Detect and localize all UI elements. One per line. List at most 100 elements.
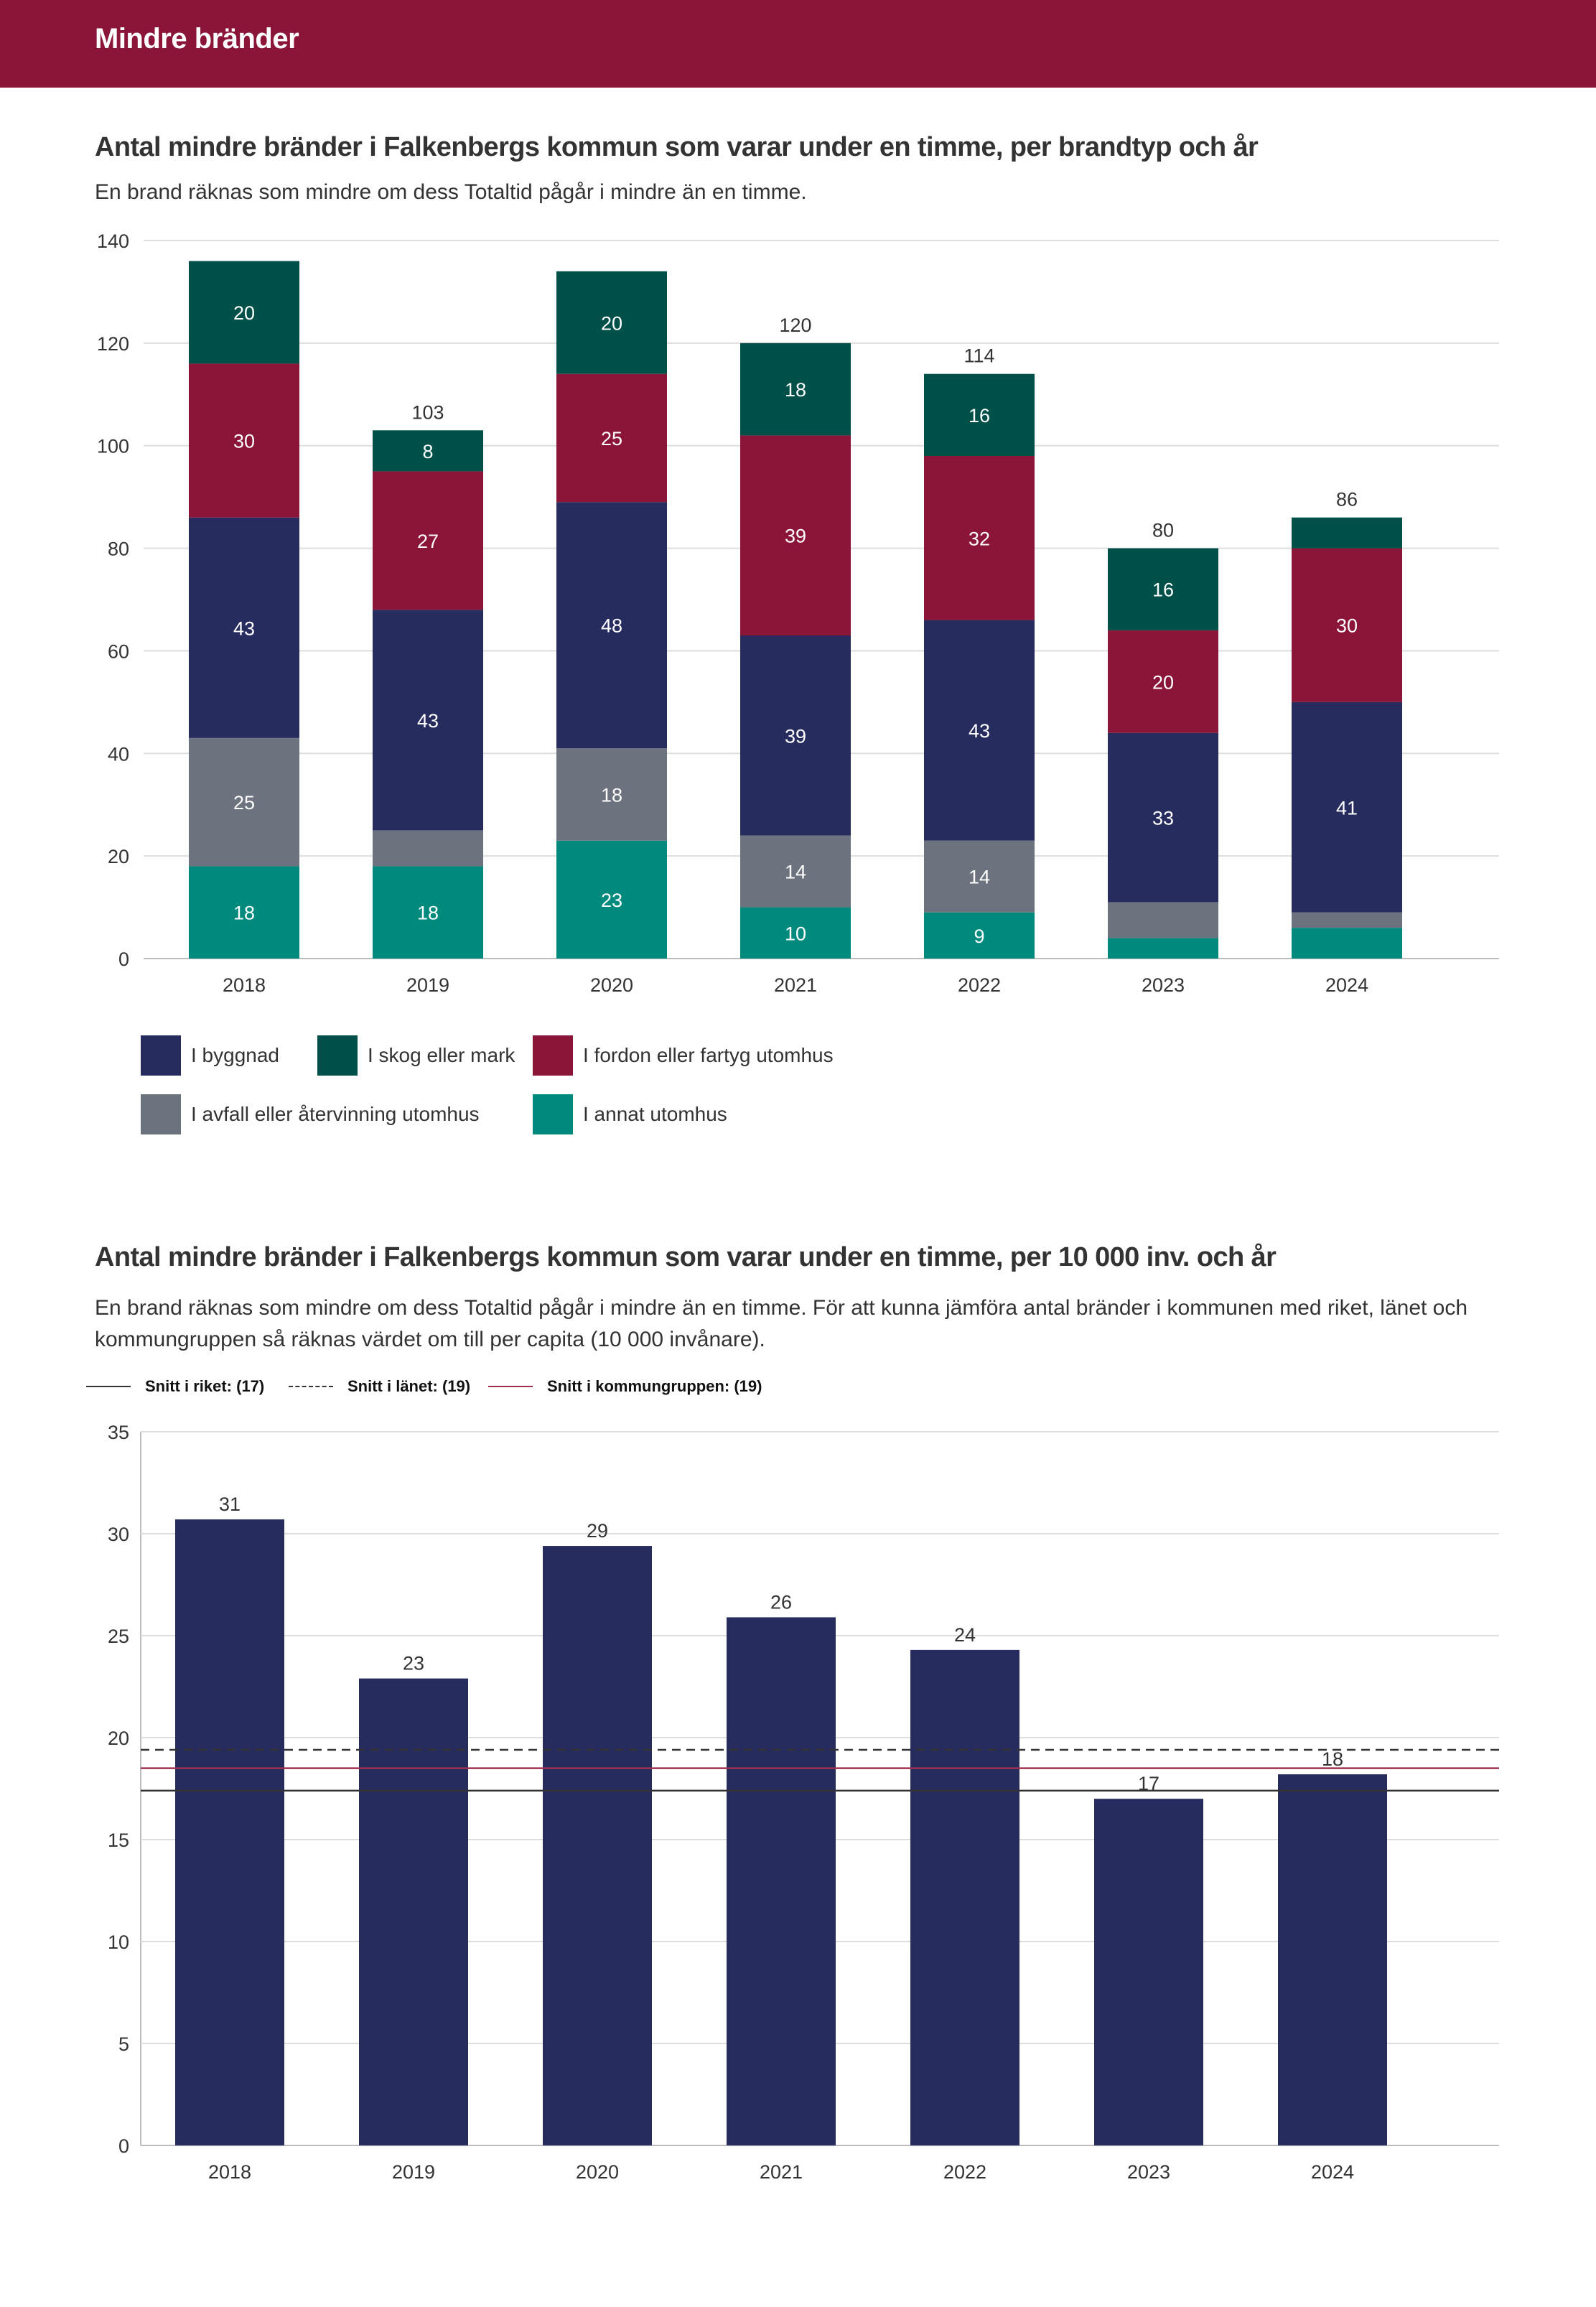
- bar: [727, 1617, 836, 2145]
- chart2-description: En brand räknas som mindre om dess Total…: [95, 1296, 1468, 1351]
- bar-segment: [1108, 902, 1218, 938]
- reference-legend-item: Snitt i kommungruppen: (19): [488, 1374, 762, 1399]
- bar-segment: [1292, 548, 1402, 702]
- bar-segment: [1292, 517, 1402, 549]
- segment-value-label: 16: [1152, 579, 1174, 601]
- legend-label: I byggnad: [191, 1044, 279, 1066]
- total-value-label: 80: [1152, 520, 1174, 541]
- bar-segment: [740, 835, 851, 908]
- legend-label: I skog eller mark: [368, 1044, 515, 1066]
- y-tick-label: 0: [118, 2135, 129, 2157]
- bar-segment: [1108, 732, 1218, 903]
- y-tick-label: 120: [97, 333, 129, 355]
- x-tick-label: 2020: [590, 974, 633, 996]
- segment-value-label: 8: [422, 441, 433, 462]
- bar-segment: [1292, 928, 1402, 959]
- bar-segment: [1108, 938, 1218, 959]
- bar-segment: [924, 912, 1035, 959]
- legend-label: I fordon eller fartyg utomhus: [583, 1044, 834, 1066]
- stacked-bar-chart: 0204060801001201401825433020201818432781…: [97, 230, 1499, 996]
- bar-segment: [1108, 630, 1218, 733]
- bar-segment: [189, 737, 299, 867]
- legend-item: I skog eller mark: [317, 1035, 515, 1076]
- y-tick-label: 35: [108, 1422, 129, 1443]
- reference-legend-label: Snitt i kommungruppen: (19): [547, 1377, 762, 1395]
- bar-segment: [924, 373, 1035, 456]
- legend-item: I avfall eller återvinning utomhus: [141, 1094, 480, 1134]
- bar-segment: [1292, 702, 1402, 913]
- bar-segment: [189, 866, 299, 959]
- x-tick-label: 2019: [406, 974, 449, 996]
- bar-value-label: 26: [770, 1591, 792, 1613]
- legend-label: I annat utomhus: [583, 1103, 727, 1125]
- segment-value-label: 9: [974, 926, 984, 947]
- y-tick-label: 30: [108, 1524, 129, 1545]
- y-tick-label: 60: [108, 640, 129, 662]
- x-tick-label: 2021: [774, 974, 817, 996]
- segment-value-label: 25: [233, 792, 255, 814]
- segment-value-label: 20: [601, 312, 622, 334]
- bar: [543, 1546, 652, 2145]
- bar-value-label: 23: [403, 1653, 424, 1674]
- total-value-label: 114: [963, 345, 994, 367]
- segment-value-label: 18: [785, 379, 806, 401]
- x-tick-label: 2019: [392, 2161, 435, 2183]
- bar-value-label: 31: [219, 1493, 241, 1515]
- x-tick-label: 2022: [958, 974, 1001, 996]
- bar-segment: [556, 840, 667, 959]
- x-tick-label: 2020: [576, 2161, 619, 2183]
- header-band: [0, 0, 1596, 88]
- x-tick-label: 2024: [1311, 2161, 1354, 2183]
- bar-segment: [189, 517, 299, 738]
- reference-legend-item: Snitt i riket: (17): [86, 1374, 264, 1399]
- bar: [1094, 1799, 1203, 2145]
- y-tick-label: 10: [108, 1931, 129, 1953]
- x-tick-label: 2021: [760, 2161, 803, 2183]
- legend-item: I annat utomhus: [533, 1094, 727, 1134]
- y-tick-label: 15: [108, 1830, 129, 1851]
- legend-swatch: [533, 1035, 573, 1076]
- segment-value-label: 23: [601, 890, 622, 911]
- bar-segment: [924, 620, 1035, 841]
- segment-value-label: 30: [233, 431, 255, 452]
- segment-value-label: 39: [785, 725, 806, 747]
- chart2-title: Antal mindre bränder i Falkenbergs kommu…: [95, 1242, 1277, 1272]
- legend-label: I avfall eller återvinning utomhus: [191, 1103, 480, 1125]
- reference-legend-line: [488, 1386, 533, 1387]
- bar-segment: [1292, 912, 1402, 928]
- bar-segment: [556, 748, 667, 841]
- segment-value-label: 10: [785, 923, 806, 944]
- bar-segment: [740, 342, 851, 436]
- legend-swatch: [317, 1035, 358, 1076]
- bar-value-label: 17: [1138, 1773, 1159, 1794]
- bar-segment: [373, 471, 483, 610]
- bar-segment: [373, 610, 483, 831]
- bar-segment: [740, 635, 851, 836]
- bar-segment: [924, 456, 1035, 620]
- per-capita-bar-chart: 0 5 10 15 20 25 30 35 2018 2019 2020 2021 2022 2023 20…: [108, 1422, 1499, 2183]
- bar-segment: [373, 866, 483, 959]
- bar-segment: [740, 435, 851, 635]
- bar-segment: [556, 271, 667, 374]
- bar-segment: [924, 840, 1035, 913]
- total-value-label: 103: [411, 401, 444, 423]
- legend-swatch: [141, 1035, 181, 1076]
- total-value-label: 86: [1336, 489, 1358, 511]
- bar: [1278, 1774, 1387, 2145]
- reference-lines-legend: Snitt i riket: (17) Snitt i länet: (19) Sn…: [86, 1374, 948, 1399]
- segment-value-label: 48: [601, 615, 622, 637]
- reference-legend-label: Snitt i riket: (17): [145, 1377, 265, 1395]
- reference-legend-label: Snitt i länet: (19): [347, 1377, 471, 1395]
- chart1-legend: I byggnad I skog eller mark I fordon eller…: [141, 1035, 930, 1136]
- x-tick-label: 2023: [1142, 974, 1185, 996]
- segment-value-label: 20: [233, 302, 255, 324]
- x-tick-label: 2018: [223, 974, 266, 996]
- bar-value-label: 24: [954, 1624, 976, 1646]
- bar-segment: [373, 430, 483, 472]
- y-tick-label: 80: [108, 539, 129, 560]
- segment-value-label: 18: [233, 903, 255, 924]
- y-tick-label: 40: [108, 743, 129, 765]
- segment-value-label: 18: [417, 903, 439, 924]
- segment-value-label: 39: [785, 526, 806, 547]
- bar-value-label: 29: [587, 1520, 608, 1542]
